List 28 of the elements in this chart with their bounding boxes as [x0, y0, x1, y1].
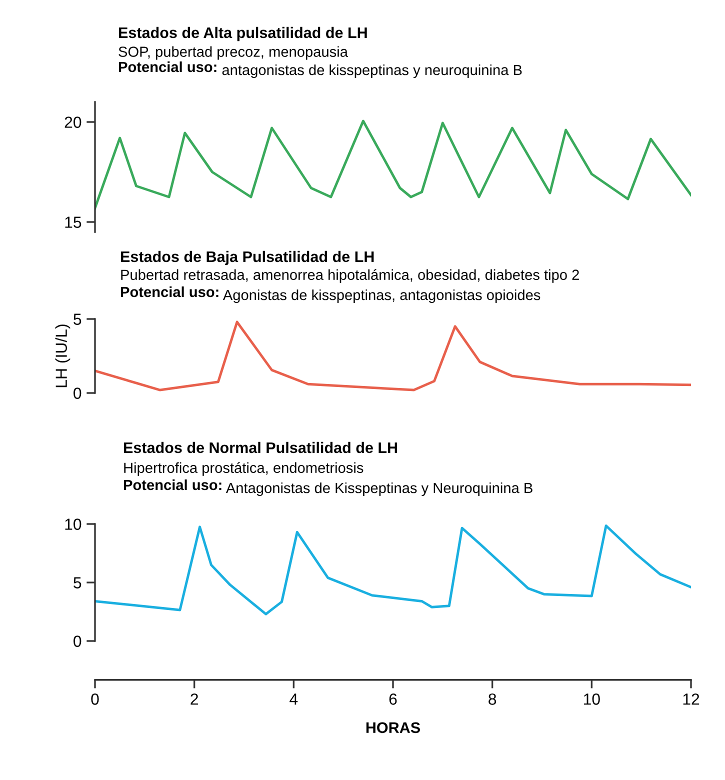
x-axis-title: HORAS — [366, 722, 420, 734]
chart-subtitle: SOP, pubertad precoz, menopausia — [118, 46, 348, 60]
text: Potencial uso: Antagonistas de Kisspeptinas y Neuroquinina B — [124, 479, 532, 496]
x-tick-label: 0 — [91, 694, 99, 705]
chart-title: Estados de Alta pulsatilidad de LH — [119, 26, 367, 42]
x-tick-label: 8 — [488, 694, 496, 705]
y-tick-label: 0 — [74, 388, 82, 399]
text: Potencial uso: antagonistas de kisspeptinas y neuroquinina B — [118, 61, 522, 78]
x-tick-label: 4 — [290, 694, 298, 705]
line-series — [95, 524, 691, 616]
x-tick-label: 12 — [683, 694, 700, 705]
y-tick-label: 5 — [74, 314, 82, 325]
y-tick-label: 20 — [64, 116, 82, 128]
y-tick-label: 15 — [65, 216, 82, 228]
chart-subtitle: Hipertrofica prostática, endometriosis — [124, 462, 364, 476]
chart-subtitle: Pubertad retrasada, amenorrea hipotalámica, obesidad, diabetes tipo 2 — [121, 269, 579, 283]
x-tick-label: 2 — [190, 694, 198, 705]
line-series — [95, 120, 691, 210]
y-tick-label: 0 — [74, 636, 82, 647]
y-tick-label: 5 — [74, 577, 82, 588]
text: Potencial uso: Agonistas de kisspeptinas, antagonistas opioides — [120, 286, 540, 304]
y-axis-title: LH (IU/L) — [55, 324, 70, 388]
x-tick-label: 6 — [389, 694, 397, 705]
chart-title: Estados de Baja Pulsatilidad de LH — [121, 250, 374, 266]
line-series — [95, 320, 691, 392]
x-tick-label: 10 — [584, 694, 600, 705]
y-tick-label: 10 — [65, 518, 82, 530]
chart-title: Estados de Normal Pulsatilidad de LH — [124, 442, 398, 454]
